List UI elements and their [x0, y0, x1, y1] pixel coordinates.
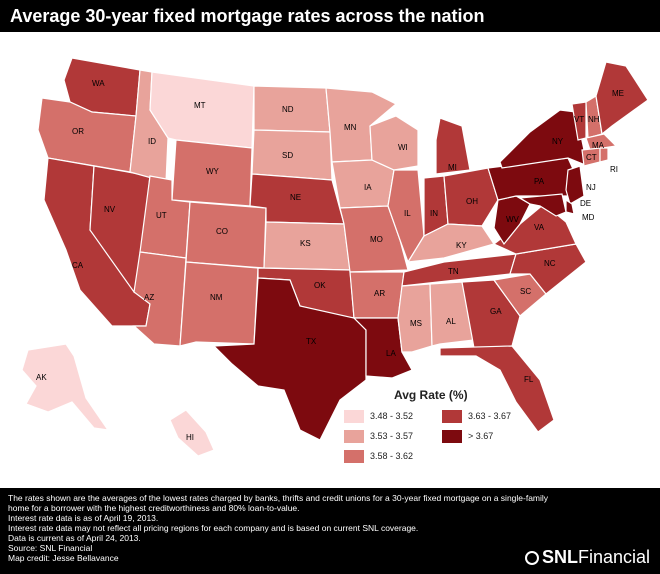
label-AZ: AZ — [144, 293, 154, 302]
legend-label-2: 3.53 - 3.57 — [370, 431, 414, 441]
label-NM: NM — [210, 293, 223, 302]
state-labels: WA OR CA NV ID MT WY UT AZ CO NM ND SD N… — [36, 79, 624, 442]
label-NE: NE — [290, 193, 301, 202]
label-OR: OR — [72, 127, 84, 136]
label-MT: MT — [194, 101, 206, 110]
label-VA: VA — [534, 223, 545, 232]
label-OH: OH — [466, 197, 478, 206]
label-ME: ME — [612, 89, 624, 98]
state-NM[interactable] — [179, 261, 259, 347]
label-DE: DE — [580, 199, 591, 208]
state-OH[interactable] — [443, 167, 499, 227]
label-MA: MA — [592, 141, 605, 150]
label-WI: WI — [398, 143, 408, 152]
us-map: WA OR CA NV ID MT WY UT AZ CO NM ND SD N… — [21, 57, 649, 457]
label-CT: CT — [586, 153, 597, 162]
title-bar: Average 30-year fixed mortgage rates acr… — [0, 0, 660, 32]
label-TN: TN — [448, 267, 459, 276]
state-MA[interactable] — [585, 133, 618, 151]
legend-label-5: > 3.67 — [468, 431, 494, 441]
snl-financial-logo: SNLFinancial — [524, 547, 650, 568]
label-UT: UT — [156, 211, 167, 220]
state-AL[interactable] — [429, 281, 475, 347]
state-WI[interactable] — [369, 115, 419, 171]
label-MO: MO — [370, 235, 383, 244]
footnote-3: Interest rate data is as of April 19, 20… — [8, 513, 159, 523]
label-GA: GA — [490, 307, 502, 316]
legend-swatch-5 — [442, 430, 462, 443]
snl-logo-icon — [524, 551, 539, 566]
label-CO: CO — [216, 227, 228, 236]
label-KS: KS — [300, 239, 311, 248]
footnote-2: home for a borrower with the highest cre… — [8, 503, 300, 513]
label-KY: KY — [456, 241, 467, 250]
footnote-5: Data is current as of April 24, 2013. — [8, 533, 141, 543]
state-TX[interactable] — [212, 277, 367, 441]
label-RI: RI — [610, 165, 618, 174]
state-RI[interactable] — [599, 147, 609, 163]
state-MS[interactable] — [397, 283, 433, 353]
label-PA: PA — [534, 177, 545, 186]
label-MN: MN — [344, 123, 357, 132]
label-FL: FL — [524, 375, 534, 384]
state-HI[interactable] — [169, 409, 215, 457]
label-IL: IL — [404, 209, 411, 218]
label-NJ: NJ — [586, 183, 596, 192]
label-SD: SD — [282, 151, 293, 160]
legend-label-4: 3.63 - 3.67 — [468, 411, 512, 421]
state-GA[interactable] — [461, 279, 521, 349]
footnote-6: Source: SNL Financial — [8, 543, 93, 553]
state-IA[interactable] — [331, 159, 395, 209]
legend-swatch-1 — [344, 410, 364, 423]
state-ME[interactable] — [595, 61, 649, 136]
legend-swatch-2 — [344, 430, 364, 443]
label-MS: MS — [410, 319, 422, 328]
label-WA: WA — [92, 79, 105, 88]
state-MD[interactable] — [518, 193, 567, 217]
label-NV: NV — [104, 205, 116, 214]
brand-financial: Financial — [577, 547, 650, 567]
label-WV: WV — [506, 215, 520, 224]
label-NY: NY — [552, 137, 564, 146]
state-NJ[interactable] — [565, 165, 585, 205]
label-OK: OK — [314, 281, 326, 290]
label-HI: HI — [186, 433, 194, 442]
label-CA: CA — [72, 261, 84, 270]
label-MI: MI — [448, 163, 457, 172]
label-NH: NH — [588, 115, 600, 124]
label-SC: SC — [520, 287, 531, 296]
label-NC: NC — [544, 259, 556, 268]
label-ND: ND — [282, 105, 294, 114]
map-title: Average 30-year fixed mortgage rates acr… — [10, 6, 485, 26]
state-AK[interactable] — [21, 343, 110, 431]
footnote-7: Map credit: Jesse Bellavance — [8, 553, 119, 563]
label-IA: IA — [364, 183, 372, 192]
state-KY[interactable] — [406, 223, 495, 263]
legend-label-1: 3.48 - 3.52 — [370, 411, 414, 421]
label-AL: AL — [446, 317, 456, 326]
legend: Avg Rate (%) 3.48 - 3.52 3.53 - 3.57 3.5… — [344, 388, 534, 470]
state-DE[interactable] — [565, 198, 575, 215]
label-ID: ID — [148, 137, 156, 146]
footnote-1: The rates shown are the averages of the … — [8, 493, 549, 503]
label-WY: WY — [206, 167, 220, 176]
state-MI[interactable] — [435, 117, 471, 175]
label-IN: IN — [430, 209, 438, 218]
state-FL[interactable] — [439, 345, 555, 433]
label-AR: AR — [374, 289, 385, 298]
label-AK: AK — [36, 373, 47, 382]
legend-label-3: 3.58 - 3.62 — [370, 451, 414, 461]
label-MD: MD — [582, 213, 595, 222]
label-VT: VT — [574, 115, 584, 124]
brand-snl: SNL — [541, 547, 578, 567]
label-LA: LA — [386, 349, 396, 358]
legend-swatch-4 — [442, 410, 462, 423]
legend-title: Avg Rate (%) — [394, 388, 468, 402]
label-TX: TX — [306, 337, 317, 346]
footnote-4: Interest rate data may not reflect all p… — [8, 523, 419, 533]
legend-swatch-3 — [344, 450, 364, 463]
footer-notes: The rates shown are the averages of the … — [0, 488, 660, 574]
